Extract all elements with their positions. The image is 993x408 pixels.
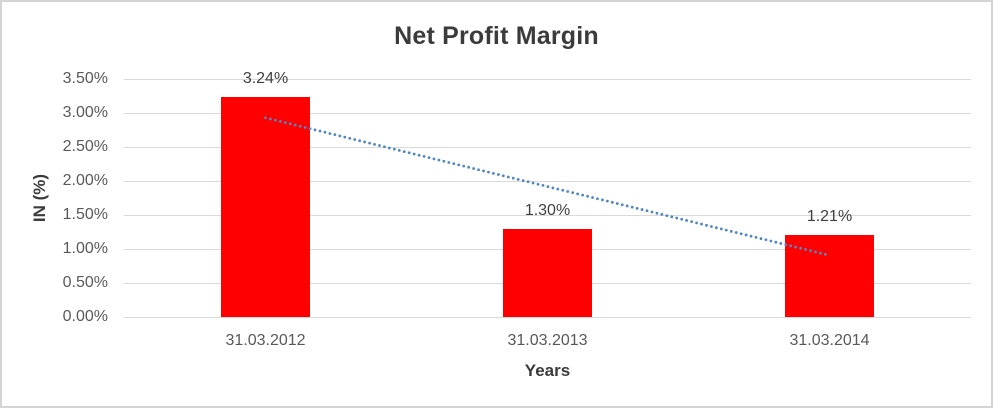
y-tick-label: 2.50% — [62, 138, 108, 155]
bar — [785, 234, 874, 317]
y-tick-label: 0.00% — [62, 308, 108, 325]
y-tick-label: 3.50% — [62, 70, 108, 87]
y-tick-label: 1.50% — [62, 206, 108, 223]
y-tick-label: 2.00% — [62, 172, 108, 189]
gridline — [124, 316, 971, 318]
gridline — [124, 78, 971, 80]
x-category-label: 31.03.2014 — [789, 332, 870, 349]
bar — [221, 96, 310, 317]
bar-value-label: 3.24% — [242, 69, 289, 87]
x-category-label: 31.03.2013 — [507, 332, 588, 349]
bar-value-label: 1.21% — [806, 207, 853, 225]
y-tick-label: 0.50% — [62, 274, 108, 291]
y-tick-label: 1.00% — [62, 240, 108, 257]
chart-title: Net Profit Margin — [394, 22, 599, 50]
y-tick-label: 3.00% — [62, 104, 108, 121]
gridline — [124, 112, 971, 114]
x-axis-title: Years — [524, 361, 571, 380]
bar — [503, 228, 592, 317]
x-category-label: 31.03.2012 — [225, 332, 306, 349]
bar-value-label: 1.30% — [524, 201, 571, 219]
